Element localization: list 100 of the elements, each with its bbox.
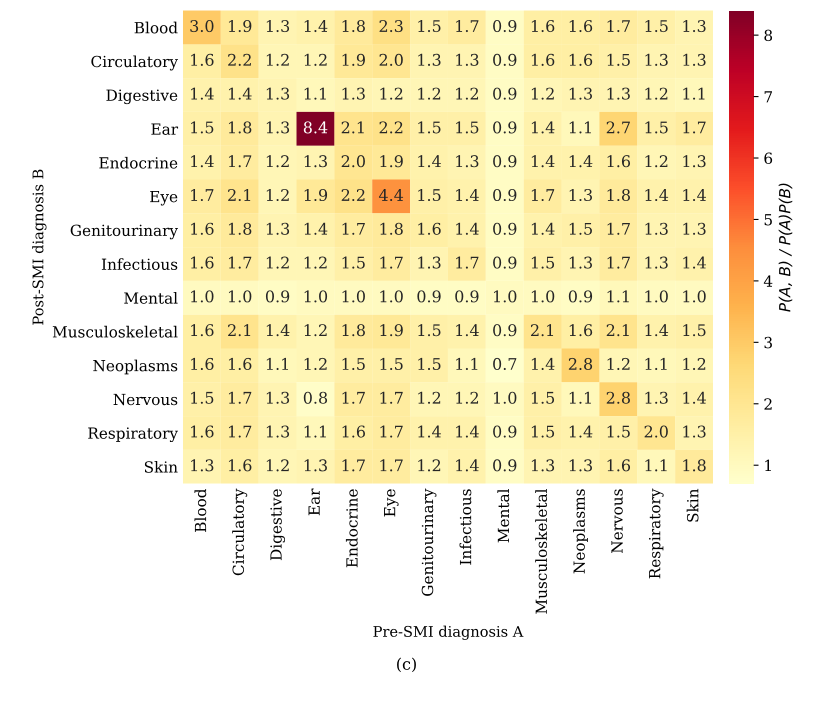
data-label: 1.7 — [342, 392, 365, 404]
data-label: 1.4 — [645, 324, 668, 336]
data-label: 2.2 — [228, 54, 251, 66]
data-label: 1.5 — [418, 188, 440, 202]
data-label: 1.5 — [191, 392, 214, 404]
data-label: 1.4 — [456, 426, 479, 438]
data-label: 1.0 — [228, 290, 252, 302]
data-label: 1.3 — [266, 426, 290, 438]
data-label: 0.9 — [493, 88, 516, 100]
data-label: 1.5 — [608, 426, 630, 438]
data-label: 1.4 — [532, 121, 555, 134]
data-label: 1.7 — [608, 222, 630, 235]
data-label: 1.3 — [683, 426, 706, 438]
y-tick-label: Genitourinary — [70, 224, 178, 240]
data-label: 1.0 — [304, 290, 328, 302]
x-tick-label: Skin — [686, 488, 699, 522]
data-label: 1.2 — [266, 459, 289, 472]
data-label: 0.9 — [493, 459, 516, 472]
data-label: 0.9 — [493, 121, 516, 134]
data-label: 1.7 — [608, 256, 630, 269]
x-tick-label: Respiratory — [648, 488, 664, 578]
data-label: 0.9 — [493, 188, 516, 202]
data-label: 4.4 — [378, 188, 404, 202]
text: (c) — [397, 658, 416, 672]
data-label: 1.1 — [570, 392, 591, 404]
y-axis-title: Post-SMI diagnosis B — [32, 170, 46, 325]
data-label: 1.7 — [532, 188, 554, 202]
data-label: 1.2 — [266, 188, 289, 202]
data-label: 1.7 — [380, 459, 403, 472]
data-label: 0.9 — [455, 290, 479, 302]
x-tick-label: Mental — [497, 488, 510, 542]
data-label: 1.3 — [191, 459, 214, 472]
data-label: 1.2 — [304, 54, 327, 66]
color-bar-label: 3 — [764, 336, 772, 348]
data-label: 1.5 — [418, 20, 440, 32]
data-label: 1.5 — [645, 20, 668, 32]
data-label: 1.2 — [645, 155, 668, 168]
data-label: 1.4 — [456, 222, 479, 235]
data-label: 1.8 — [380, 222, 403, 235]
data-label: 1.5 — [418, 324, 440, 336]
data-label: 1.6 — [228, 358, 252, 370]
data-label: 2.3 — [380, 20, 403, 32]
data-label: 1.6 — [532, 20, 554, 32]
data-label: 1.5 — [532, 256, 554, 269]
color-bar-label: 7 — [764, 91, 772, 102]
data-label: 1.2 — [456, 88, 478, 100]
data-label: 1.3 — [683, 54, 706, 66]
data-label: 1.2 — [418, 392, 440, 404]
data-label: 1.6 — [191, 54, 214, 66]
data-label: 1.7 — [342, 459, 365, 472]
data-label: 1.2 — [608, 358, 630, 370]
data-label: 1.7 — [228, 426, 252, 438]
data-label: 1.5 — [532, 392, 554, 404]
data-label: 1.4 — [266, 324, 290, 336]
data-label: 1.0 — [191, 290, 214, 302]
color-bar-label: 1 — [765, 460, 771, 472]
y-tick-label: Digestive — [106, 89, 178, 104]
data-label: 1.2 — [683, 358, 706, 370]
data-label: 1.1 — [570, 121, 591, 134]
y-tick-label: Infectious — [102, 258, 178, 270]
x-tick-label: Genitourinary — [422, 488, 436, 596]
data-label: 1.5 — [570, 222, 592, 235]
color-bar-label: 2 — [764, 398, 772, 410]
data-label: 1.7 — [228, 155, 252, 168]
data-label: 1.4 — [456, 459, 479, 472]
data-label: 1.7 — [456, 20, 478, 32]
data-label: 1.7 — [380, 392, 403, 404]
data-label: 1.3 — [570, 256, 592, 269]
data-label: 1.3 — [683, 155, 706, 168]
data-label: 1.5 — [532, 426, 554, 438]
data-label: 1.8 — [608, 188, 630, 202]
data-label: 1.4 — [191, 88, 214, 100]
data-label: 0.7 — [493, 358, 516, 370]
data-label: 1.6 — [191, 222, 214, 235]
y-tick-label: Respiratory — [88, 427, 178, 442]
x-axis-title: Pre-SMI diagnosis A — [373, 626, 524, 640]
data-label: 1.1 — [304, 426, 326, 438]
data-label: 1.3 — [304, 155, 327, 168]
data-label: 1.0 — [494, 392, 516, 404]
data-label: 1.0 — [683, 290, 706, 302]
color-bar-label: 8 — [764, 30, 772, 42]
data-label: 1.9 — [304, 188, 328, 202]
data-label: 1.1 — [304, 88, 326, 100]
data-label: 8.4 — [304, 121, 328, 134]
data-label: 0.9 — [493, 324, 516, 336]
data-label: 1.9 — [228, 20, 252, 32]
data-label: 1.2 — [304, 256, 327, 269]
data-label: 0.9 — [493, 20, 516, 32]
data-label: 1.6 — [608, 155, 630, 168]
data-label: 1.6 — [191, 256, 214, 269]
data-label: 1.1 — [645, 358, 667, 370]
data-label: 1.1 — [683, 88, 704, 100]
data-label: 1.3 — [266, 20, 290, 32]
data-label: 1.6 — [570, 54, 592, 66]
data-label: 1.2 — [304, 324, 327, 336]
data-label: 1.0 — [494, 290, 516, 302]
data-label: 1.4 — [418, 426, 441, 438]
x-tick-label: Nervous — [611, 489, 623, 553]
data-label: 1.3 — [645, 222, 668, 235]
data-label: 1.3 — [645, 54, 668, 66]
